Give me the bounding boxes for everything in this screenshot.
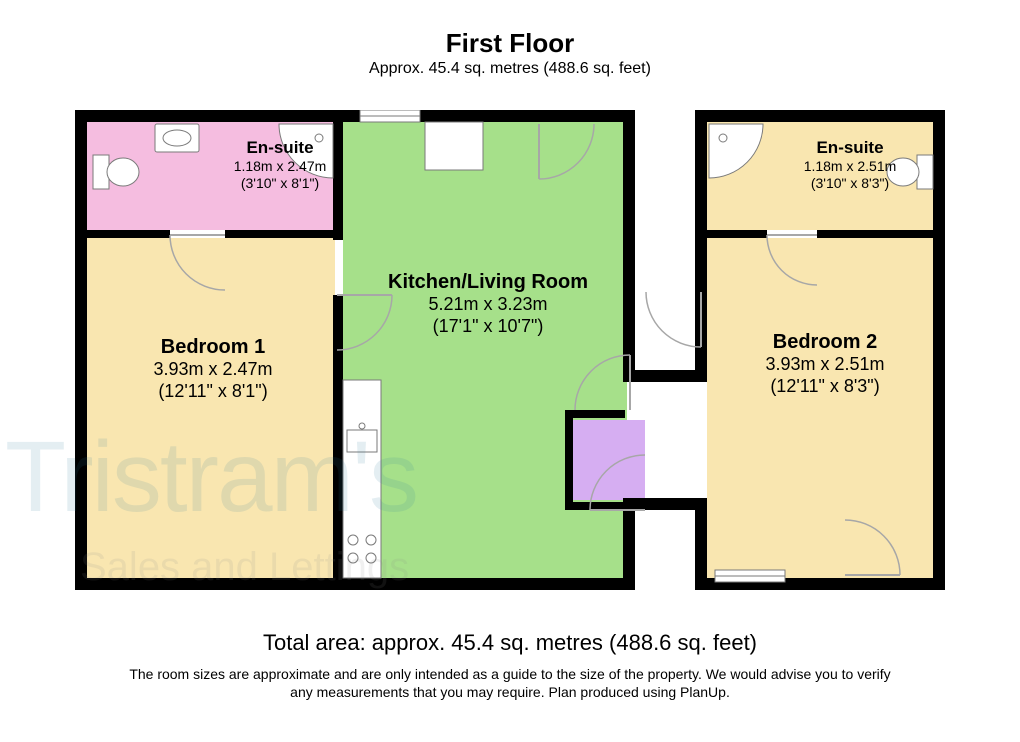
room-dim-imperial: (3'10" x 8'1") [241,175,319,191]
room-dim-metric: 1.18m x 2.47m [234,158,327,174]
watermark-tagline: Sales and Lettings [80,545,409,590]
label-ensuite1: En-suite 1.18m x 2.47m (3'10" x 8'1") [190,138,370,192]
room-dim-imperial: (12'11" x 8'3") [770,376,879,396]
label-kitchen: Kitchen/Living Room 5.21m x 3.23m (17'1"… [353,270,623,337]
room-name: En-suite [816,138,883,157]
room-name: Bedroom 2 [773,331,877,353]
room-dim-metric: 1.18m x 2.51m [804,158,897,174]
floorplan-page: First Floor Approx. 45.4 sq. metres (488… [0,0,1020,742]
room-dim-metric: 5.21m x 3.23m [428,294,547,314]
label-bedroom2: Bedroom 2 3.93m x 2.51m (12'11" x 8'3") [725,330,925,397]
watermark-brand: Tristram's [5,420,417,535]
room-dim-metric: 3.93m x 2.51m [765,354,884,374]
room-dim-imperial: (3'10" x 8'3") [811,175,889,191]
page-title: First Floor [0,28,1020,59]
room-name: Bedroom 1 [161,336,265,358]
room-name: En-suite [246,138,313,157]
footer-disclaimer: The room sizes are approximate and are o… [120,665,900,701]
label-ensuite2: En-suite 1.18m x 2.51m (3'10" x 8'3") [760,138,940,192]
room-dim-imperial: (17'1" x 10'7") [433,316,544,336]
label-bedroom1: Bedroom 1 3.93m x 2.47m (12'11" x 8'1") [113,335,313,402]
page-subtitle: Approx. 45.4 sq. metres (488.6 sq. feet) [0,60,1020,78]
room-name: Kitchen/Living Room [388,271,588,293]
footer-total-area: Total area: approx. 45.4 sq. metres (488… [0,630,1020,656]
room-dim-imperial: (12'11" x 8'1") [158,381,267,401]
room-dim-metric: 3.93m x 2.47m [153,359,272,379]
